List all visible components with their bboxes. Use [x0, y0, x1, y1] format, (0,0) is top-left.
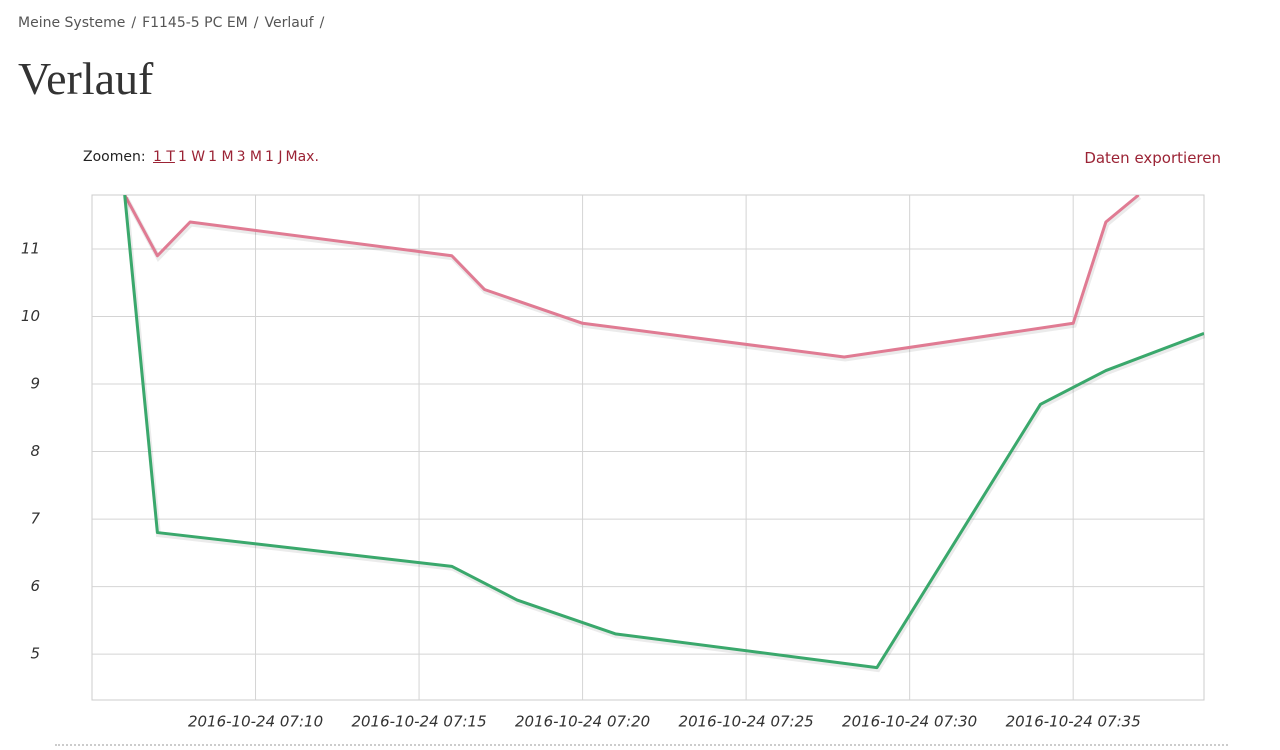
x-tick-label: 2016-10-24 07:35 — [1006, 713, 1141, 731]
x-tick-label: 2016-10-24 07:20 — [515, 713, 650, 731]
plot-area — [91, 194, 1205, 701]
zoom-option[interactable]: 1 W — [177, 149, 206, 165]
zoom-option[interactable]: 3 M — [236, 149, 263, 165]
breadcrumb-separator: / — [319, 15, 325, 31]
breadcrumb-item[interactable]: Verlauf — [264, 15, 314, 31]
y-tick-label: 11 — [21, 240, 40, 258]
breadcrumb: Meine Systeme / F1145-5 PC EM / Verlauf / — [18, 15, 330, 31]
x-tick-label: 2016-10-24 07:10 — [188, 713, 323, 731]
y-tick-label: 10 — [21, 307, 40, 325]
zoom-option[interactable]: 1 M — [208, 149, 234, 165]
zoom-option[interactable]: 1 T — [153, 149, 175, 165]
y-tick-label: 5 — [30, 645, 40, 663]
line-shadow — [123, 197, 1142, 362]
breadcrumb-item[interactable]: Meine Systeme — [18, 15, 126, 31]
line-shadow — [123, 197, 1205, 673]
y-tick-label: 6 — [30, 577, 40, 595]
breadcrumb-item[interactable]: F1145-5 PC EM — [142, 15, 248, 31]
y-tick-label: 7 — [30, 510, 40, 528]
zoom-option[interactable]: 1 J — [265, 149, 283, 165]
x-tick-label: 2016-10-24 07:15 — [351, 713, 486, 731]
series-line — [123, 195, 1140, 359]
y-tick-label: 9 — [30, 375, 40, 393]
page-title: Verlauf — [18, 53, 154, 104]
breadcrumb-separator: / — [131, 15, 137, 31]
divider — [55, 744, 1228, 746]
export-link[interactable]: Daten exportieren — [1084, 149, 1221, 167]
zoom-option[interactable]: Max. — [285, 149, 319, 165]
x-tick-label: 2016-10-24 07:30 — [842, 713, 977, 731]
chart: 5 6 7 8 9 10 11 2016-10-24 07:10 2016-10-24 07:1… — [21, 194, 1205, 731]
breadcrumb-separator: / — [253, 15, 259, 31]
zoom-label: Zoomen: — [83, 149, 146, 165]
x-tick-label: 2016-10-24 07:25 — [679, 713, 814, 731]
y-tick-label: 8 — [30, 442, 40, 460]
series-line — [123, 195, 1204, 670]
